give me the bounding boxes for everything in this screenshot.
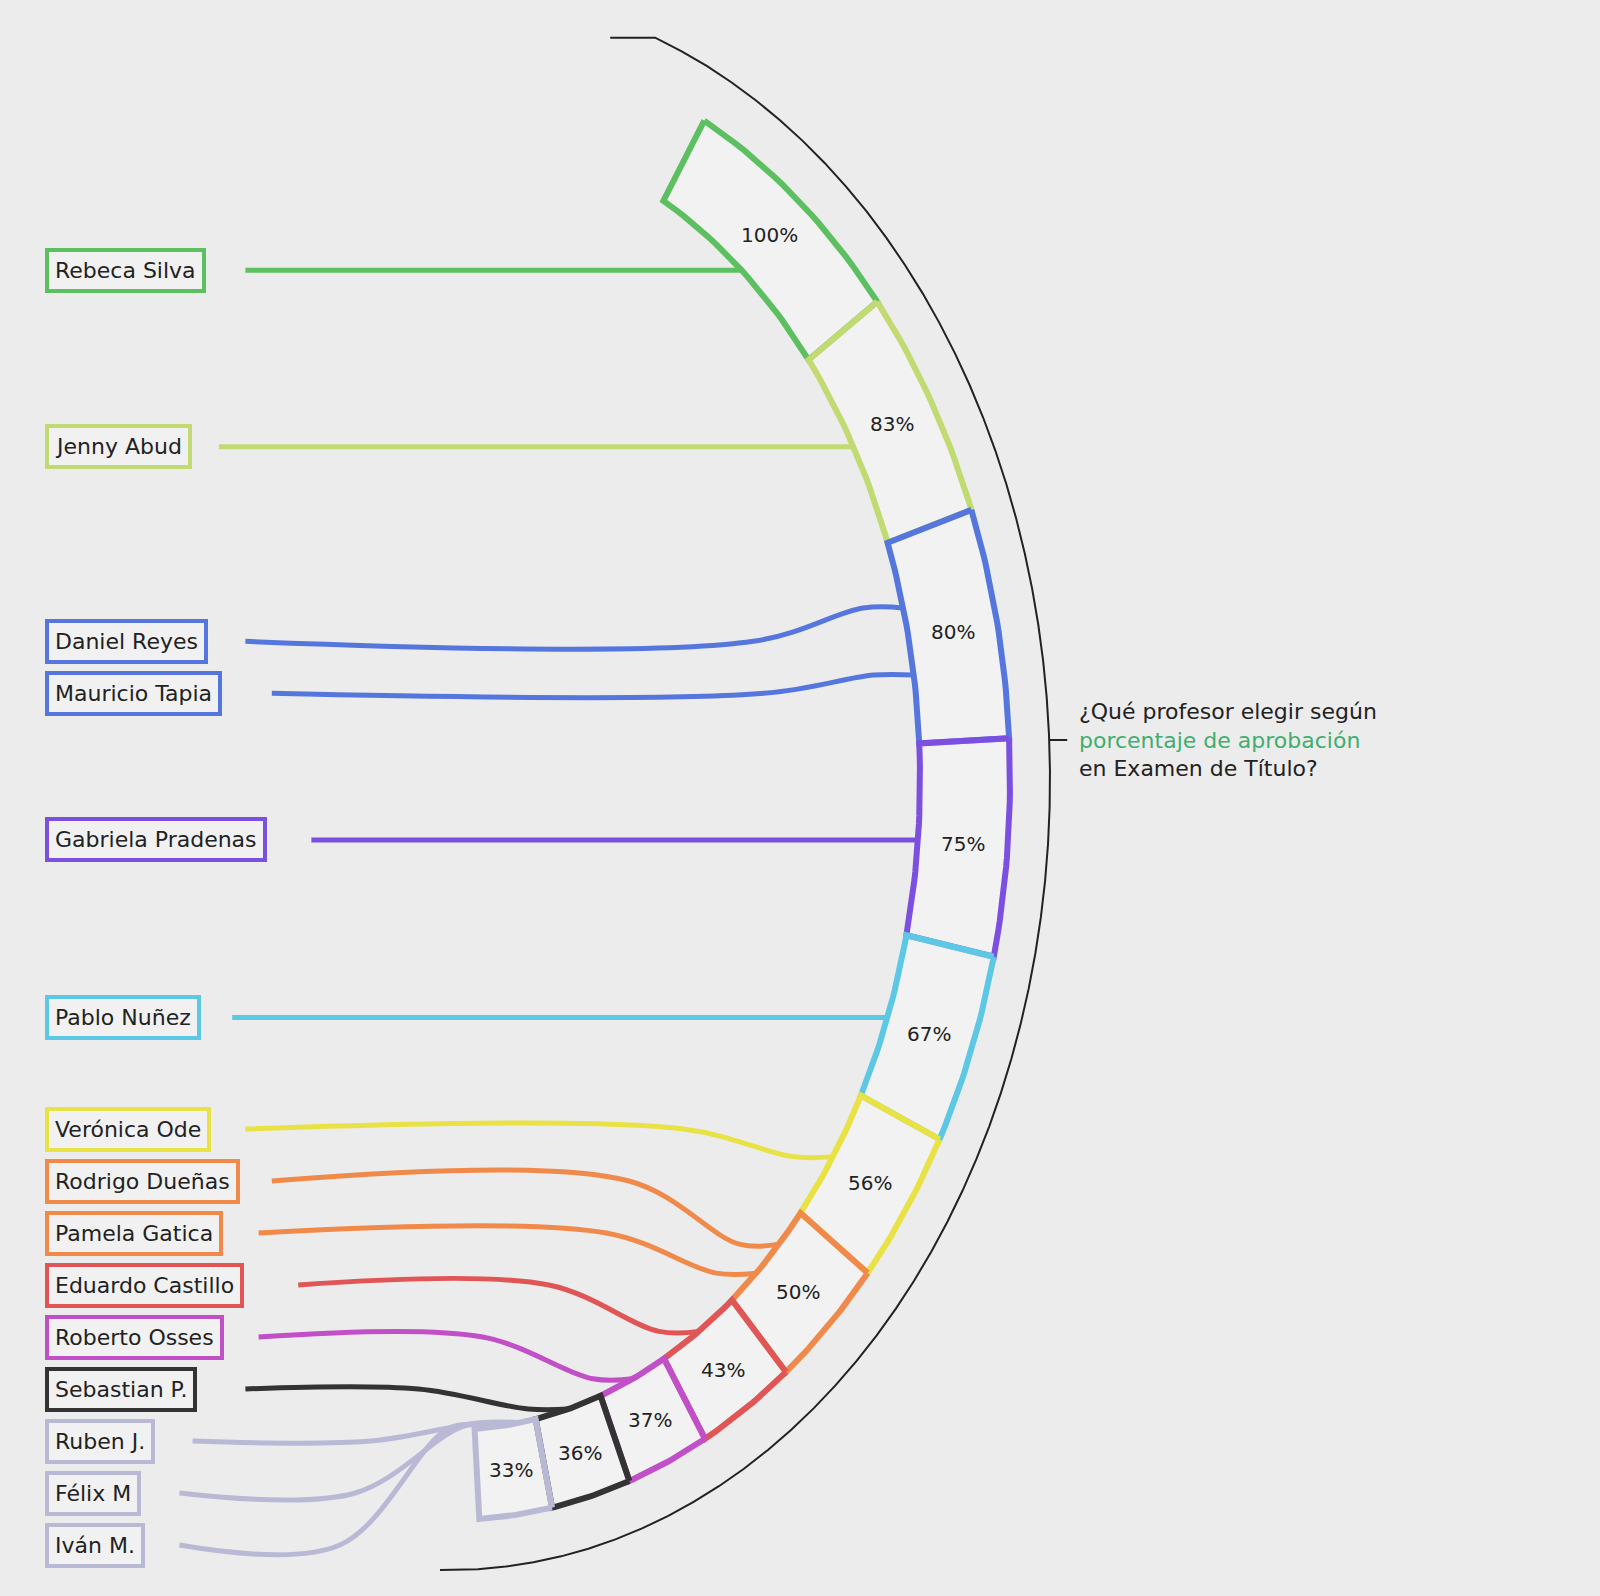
- svg-text:Mauricio Tapia: Mauricio Tapia: [55, 681, 212, 706]
- svg-text:Roberto Osses: Roberto Osses: [55, 1325, 214, 1350]
- svg-text:37%: 37%: [628, 1408, 672, 1432]
- svg-text:100%: 100%: [741, 223, 798, 247]
- svg-text:67%: 67%: [907, 1022, 951, 1046]
- svg-text:56%: 56%: [848, 1171, 892, 1195]
- svg-text:Sebastian P.: Sebastian P.: [55, 1377, 187, 1402]
- svg-text:Iván M.: Iván M.: [55, 1533, 135, 1558]
- svg-text:50%: 50%: [776, 1280, 820, 1304]
- svg-text:Pamela Gatica: Pamela Gatica: [55, 1221, 213, 1246]
- svg-text:Eduardo Castillo: Eduardo Castillo: [55, 1273, 234, 1298]
- svg-text:75%: 75%: [941, 832, 985, 856]
- svg-text:¿Qué profesor elegir segúnporc: ¿Qué profesor elegir segúnporcentaje de …: [1079, 699, 1377, 781]
- svg-text:Daniel Reyes: Daniel Reyes: [55, 629, 198, 654]
- svg-text:Verónica Ode: Verónica Ode: [55, 1117, 201, 1142]
- svg-text:Félix M: Félix M: [55, 1481, 131, 1506]
- svg-text:Gabriela Pradenas: Gabriela Pradenas: [55, 827, 257, 852]
- svg-text:Jenny Abud: Jenny Abud: [55, 434, 182, 459]
- svg-text:Rebeca Silva: Rebeca Silva: [55, 258, 196, 283]
- svg-text:33%: 33%: [489, 1458, 533, 1482]
- svg-text:36%: 36%: [558, 1441, 602, 1465]
- svg-text:Pablo Nuñez: Pablo Nuñez: [55, 1005, 191, 1030]
- svg-text:Ruben J.: Ruben J.: [55, 1429, 145, 1454]
- svg-text:80%: 80%: [931, 620, 975, 644]
- svg-text:Rodrigo Dueñas: Rodrigo Dueñas: [55, 1169, 230, 1194]
- svg-text:43%: 43%: [701, 1358, 745, 1382]
- svg-text:83%: 83%: [870, 412, 914, 436]
